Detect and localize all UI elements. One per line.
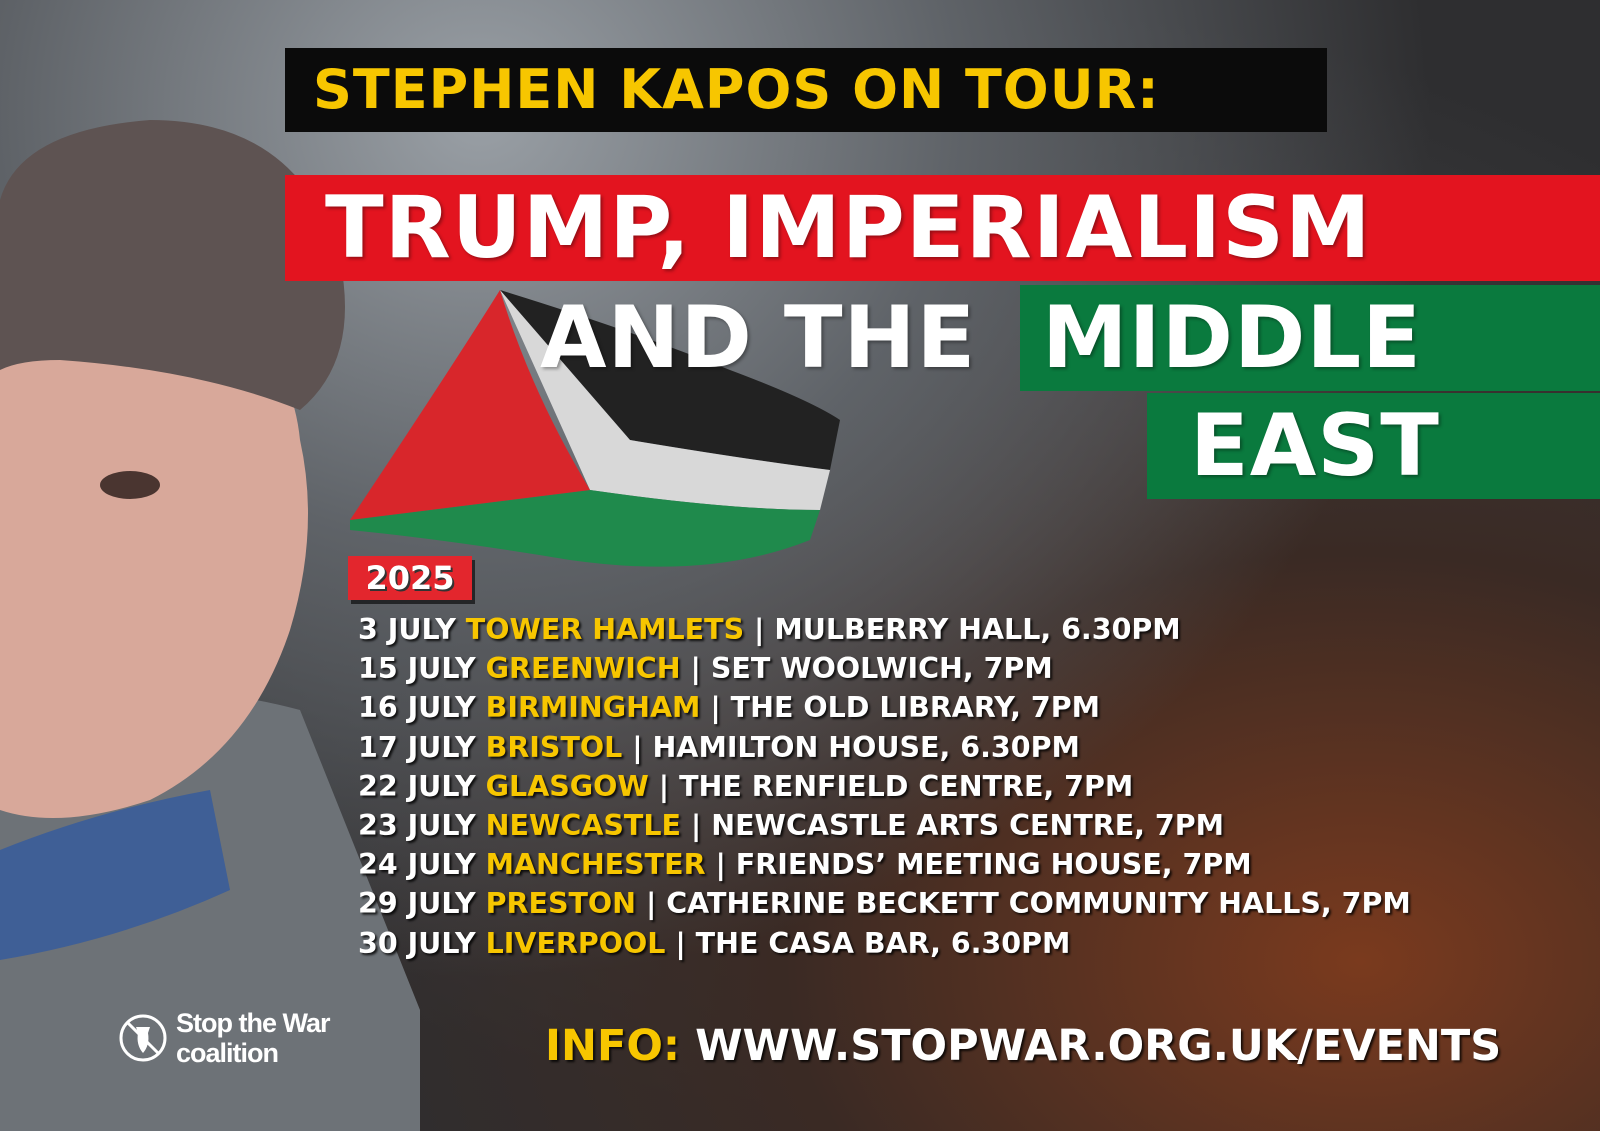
logo-line2: coalition <box>176 1038 279 1068</box>
event-list: 3 JULY TOWER HAMLETS | MULBERRY HALL, 6.… <box>358 610 1411 963</box>
event-date: 17 JULY <box>358 730 476 764</box>
speaker-photo <box>0 120 420 1131</box>
event-venue: | MULBERRY HALL, 6.30PM <box>754 613 1181 646</box>
event-row: 23 JULY NEWCASTLE | NEWCASTLE ARTS CENTR… <box>358 806 1411 845</box>
info-line: INFO: WWW.STOPWAR.ORG.UK/EVENTS <box>545 1018 1501 1074</box>
event-date: 23 JULY <box>358 809 476 843</box>
event-row: 22 JULY GLASGOW | THE RENFIELD CENTRE, 7… <box>358 767 1411 806</box>
event-date: 24 JULY <box>358 848 476 882</box>
event-venue: | FRIENDS’ MEETING HOUSE, 7PM <box>715 848 1252 882</box>
headline-green-band <box>1020 285 1600 391</box>
event-row: 29 JULY PRESTON | CATHERINE BECKETT COMM… <box>358 884 1411 923</box>
event-row: 24 JULY MANCHESTER | FRIENDS’ MEETING HO… <box>358 845 1411 884</box>
event-date: 29 JULY <box>358 887 476 921</box>
event-city: PRESTON <box>485 887 636 921</box>
event-city: MANCHESTER <box>485 848 706 882</box>
headline-green-band-2 <box>1147 393 1600 499</box>
event-row: 16 JULY BIRMINGHAM | THE OLD LIBRARY, 7P… <box>358 688 1411 727</box>
event-row: 3 JULY TOWER HAMLETS | MULBERRY HALL, 6.… <box>358 610 1411 649</box>
palestinian-flag <box>350 290 840 567</box>
event-city: NEWCASTLE <box>485 809 681 843</box>
event-venue: | HAMILTON HOUSE, 6.30PM <box>632 730 1080 764</box>
headline-red-band <box>285 175 1600 281</box>
event-city: BRISTOL <box>485 730 623 764</box>
crossed-out-bomb-icon <box>119 1014 167 1062</box>
headline-line1: TRUMP, IMPERIALISM <box>325 178 1372 278</box>
event-date: 16 JULY <box>358 691 476 725</box>
headline-line2a: AND THE <box>540 288 977 388</box>
event-date: 3 JULY <box>358 613 456 646</box>
year-badge: 2025 <box>348 556 472 600</box>
event-venue: | NEWCASTLE ARTS CENTRE, 7PM <box>690 809 1225 843</box>
headline-line3: EAST <box>1190 396 1440 496</box>
event-date: 22 JULY <box>358 769 476 803</box>
event-date: 15 JULY <box>358 652 476 686</box>
logo-line1: Stop the War <box>176 1008 330 1038</box>
event-city: BIRMINGHAM <box>485 691 701 725</box>
event-venue: | THE OLD LIBRARY, 7PM <box>710 691 1100 725</box>
event-row: 17 JULY BRISTOL | HAMILTON HOUSE, 6.30PM <box>358 728 1411 767</box>
event-row: 15 JULY GREENWICH | SET WOOLWICH, 7PM <box>358 649 1411 688</box>
stop-the-war-logo: Stop the War coalition <box>118 1008 330 1068</box>
headline-line2b: MIDDLE <box>1042 288 1422 388</box>
event-date: 30 JULY <box>358 926 476 960</box>
event-city: GREENWICH <box>485 652 681 686</box>
event-venue: | THE RENFIELD CENTRE, 7PM <box>658 769 1134 803</box>
info-label: INFO: <box>545 1021 681 1071</box>
event-city: GLASGOW <box>485 769 649 803</box>
event-venue: | SET WOOLWICH, 7PM <box>690 652 1053 686</box>
info-url[interactable]: WWW.STOPWAR.ORG.UK/EVENTS <box>695 1021 1502 1071</box>
event-city: LIVERPOOL <box>485 926 666 960</box>
event-venue: | THE CASA BAR, 6.30PM <box>675 926 1071 960</box>
event-city: TOWER HAMLETS <box>465 613 745 646</box>
event-row: 30 JULY LIVERPOOL | THE CASA BAR, 6.30PM <box>358 924 1411 963</box>
event-venue: | CATHERINE BECKETT COMMUNITY HALLS, 7PM <box>645 887 1411 921</box>
tour-title: STEPHEN KAPOS ON TOUR: <box>285 48 1327 132</box>
